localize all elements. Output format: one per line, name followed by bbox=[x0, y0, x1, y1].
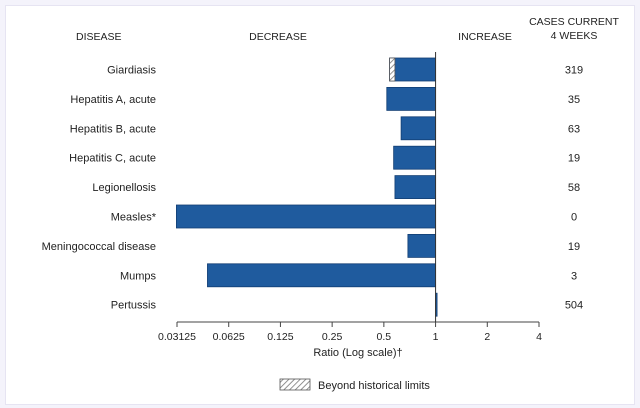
category-label: Pertussis bbox=[111, 300, 157, 312]
x-tick-label: 0.5 bbox=[377, 331, 392, 343]
x-tick-label: 1 bbox=[433, 331, 439, 343]
category-label: Meningococcal disease bbox=[42, 241, 156, 253]
cases-value: 19 bbox=[568, 153, 580, 165]
cases-value: 504 bbox=[565, 300, 583, 312]
bars-layer bbox=[176, 57, 438, 317]
x-tick-label: 2 bbox=[484, 331, 490, 343]
bar-legionellosis bbox=[394, 175, 436, 200]
bar-mumps bbox=[207, 263, 436, 288]
cases-value: 19 bbox=[568, 241, 580, 253]
header-cases-line2: 4 WEEKS bbox=[551, 30, 598, 42]
cases-value: 3 bbox=[571, 270, 577, 282]
category-label: Giardiasis bbox=[107, 65, 156, 77]
x-tick-label: 0.25 bbox=[322, 331, 343, 343]
bar-meningococcal-disease bbox=[407, 233, 436, 258]
legend-label: Beyond historical limits bbox=[318, 380, 430, 392]
category-label: Hepatitis B, acute bbox=[70, 123, 156, 135]
cases-value: 58 bbox=[568, 182, 580, 194]
category-labels: Giardiasis Hepatitis A, acute Hepatitis B,… bbox=[42, 65, 157, 312]
legend-swatch bbox=[279, 378, 311, 391]
x-tick-label: 4 bbox=[536, 331, 542, 343]
header-decrease: DECREASE bbox=[249, 31, 307, 43]
category-label: Legionellosis bbox=[92, 182, 156, 194]
cases-value: 0 bbox=[571, 212, 577, 224]
bar-measles bbox=[176, 204, 436, 229]
category-label: Hepatitis C, acute bbox=[69, 153, 156, 165]
cases-value: 319 bbox=[565, 65, 583, 77]
bar-hepatitis-c-acute bbox=[393, 145, 436, 170]
cases-value: 63 bbox=[568, 123, 580, 135]
cases-value: 35 bbox=[568, 94, 580, 106]
header-cases-line1: CASES CURRENT bbox=[529, 16, 619, 28]
beyond-limits-giardiasis bbox=[389, 57, 396, 82]
category-label: Measles* bbox=[111, 212, 157, 224]
case-counts: 319 35 63 19 58 0 19 3 504 bbox=[565, 65, 583, 312]
bar-hepatitis-a-acute bbox=[386, 87, 436, 111]
header-increase: INCREASE bbox=[458, 31, 512, 43]
x-axis-label: Ratio (Log scale)† bbox=[313, 347, 402, 359]
category-label: Hepatitis A, acute bbox=[70, 94, 156, 106]
x-axis-ticks: 0.03125 0.0625 0.125 0.25 0.5 1 2 4 bbox=[158, 322, 542, 343]
bar-hepatitis-b-acute bbox=[400, 116, 436, 141]
bar-giardiasis bbox=[389, 57, 436, 82]
header-disease: DISEASE bbox=[76, 31, 122, 43]
x-tick-label: 0.125 bbox=[267, 331, 293, 343]
category-label: Mumps bbox=[120, 270, 157, 282]
x-tick-label: 0.0625 bbox=[213, 331, 245, 343]
x-tick-label: 0.03125 bbox=[158, 331, 196, 343]
